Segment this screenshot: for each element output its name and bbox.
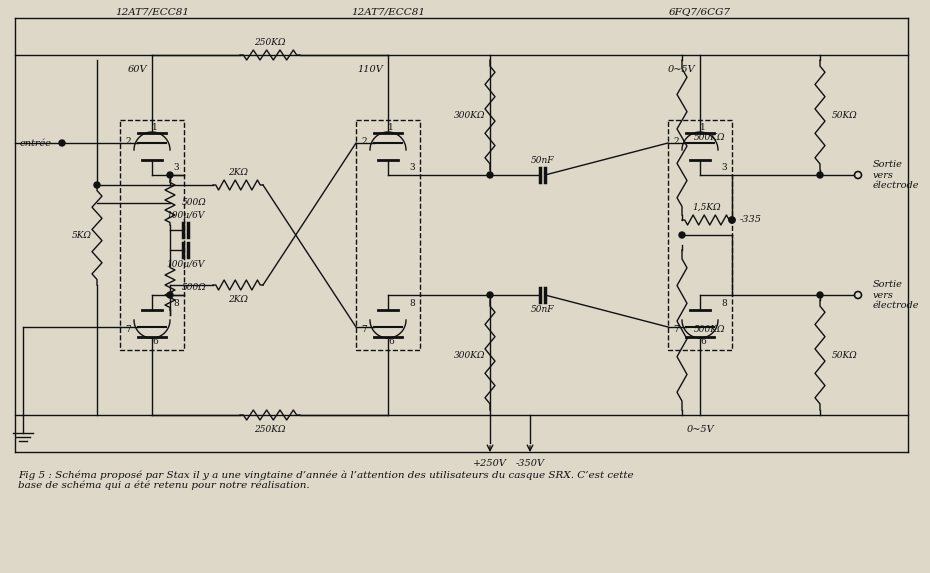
- Circle shape: [94, 182, 100, 188]
- Text: 12AT7/ECC81: 12AT7/ECC81: [351, 7, 425, 17]
- Text: 300KΩ: 300KΩ: [454, 111, 485, 120]
- Text: 50KΩ: 50KΩ: [832, 111, 857, 120]
- Text: 300KΩ: 300KΩ: [454, 351, 485, 359]
- Text: 8: 8: [721, 299, 727, 308]
- Circle shape: [729, 217, 735, 223]
- Text: 3: 3: [173, 163, 179, 171]
- Text: 3: 3: [721, 163, 727, 171]
- Text: 100μ/6V: 100μ/6V: [166, 260, 205, 269]
- Text: 7: 7: [126, 324, 131, 333]
- Text: 250KΩ: 250KΩ: [254, 38, 286, 47]
- Text: 6: 6: [700, 337, 706, 347]
- Circle shape: [59, 140, 65, 146]
- Circle shape: [487, 292, 493, 298]
- Text: 0~5V: 0~5V: [686, 425, 714, 434]
- Text: Fig 5 : Schéma proposé par Stax il y a une vingtaine d’année à l’attention des u: Fig 5 : Schéma proposé par Stax il y a u…: [18, 470, 633, 490]
- Text: 8: 8: [409, 299, 415, 308]
- Text: 6FQ7/6CG7: 6FQ7/6CG7: [669, 7, 731, 17]
- Text: -350V: -350V: [515, 458, 544, 468]
- Text: Sortie
vers
électrode: Sortie vers électrode: [873, 280, 920, 310]
- Text: 3: 3: [409, 163, 415, 171]
- Text: 60V: 60V: [127, 65, 147, 73]
- Text: 110V: 110V: [357, 65, 383, 73]
- Circle shape: [167, 172, 173, 178]
- Text: 50nF: 50nF: [531, 156, 554, 165]
- Text: 2: 2: [361, 136, 366, 146]
- Text: 1: 1: [700, 124, 706, 132]
- Text: 2: 2: [673, 136, 679, 146]
- Text: 250KΩ: 250KΩ: [254, 425, 286, 434]
- Text: -335: -335: [740, 215, 762, 225]
- Text: 50KΩ: 50KΩ: [832, 351, 857, 359]
- Circle shape: [817, 292, 823, 298]
- Circle shape: [679, 232, 685, 238]
- Text: entrée: entrée: [20, 139, 52, 147]
- Text: 2: 2: [126, 136, 131, 146]
- Text: 0~5V: 0~5V: [668, 65, 695, 73]
- Text: 12AT7/ECC81: 12AT7/ECC81: [115, 7, 189, 17]
- Circle shape: [817, 172, 823, 178]
- Text: 7: 7: [673, 324, 679, 333]
- Text: Sortie
vers
électrode: Sortie vers électrode: [873, 160, 920, 190]
- Text: 500KΩ: 500KΩ: [694, 133, 725, 142]
- Text: +250V: +250V: [473, 458, 507, 468]
- Text: 1,5KΩ: 1,5KΩ: [693, 203, 722, 212]
- Text: 1: 1: [153, 124, 158, 132]
- Text: 500Ω: 500Ω: [182, 198, 206, 207]
- Text: 50nF: 50nF: [531, 305, 554, 314]
- Circle shape: [855, 292, 861, 299]
- Text: 8: 8: [173, 299, 179, 308]
- Circle shape: [855, 171, 861, 179]
- Circle shape: [167, 292, 173, 298]
- Text: 500KΩ: 500KΩ: [694, 325, 725, 335]
- Text: 1: 1: [388, 124, 394, 132]
- Text: 5KΩ: 5KΩ: [72, 230, 92, 240]
- Text: 100μ/6V: 100μ/6V: [166, 211, 205, 220]
- Text: 2KΩ: 2KΩ: [228, 168, 248, 177]
- Text: 6: 6: [153, 337, 158, 347]
- Text: 7: 7: [361, 324, 366, 333]
- Circle shape: [487, 172, 493, 178]
- Text: 500Ω: 500Ω: [182, 283, 206, 292]
- Text: 6: 6: [388, 337, 394, 347]
- Circle shape: [729, 217, 735, 223]
- Text: 2KΩ: 2KΩ: [228, 295, 248, 304]
